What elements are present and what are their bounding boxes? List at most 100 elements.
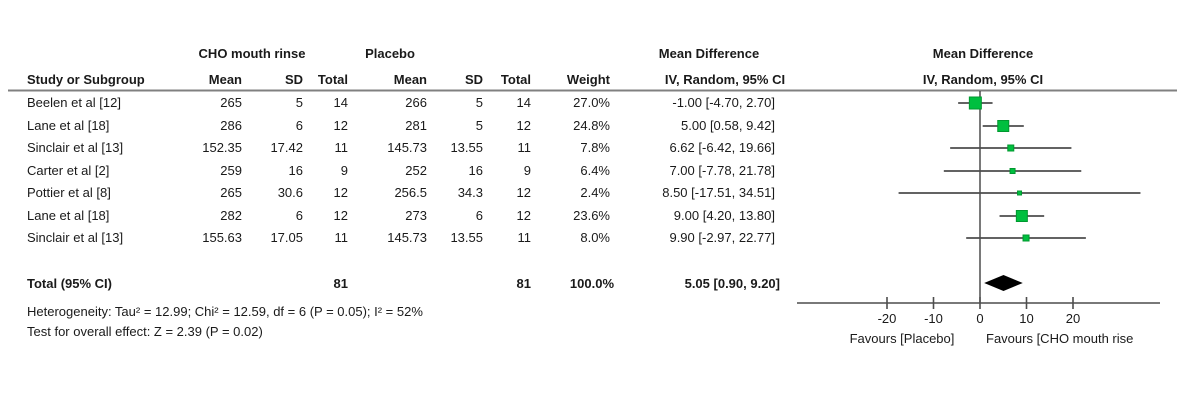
study-g1-mean: 155.63 bbox=[202, 230, 242, 245]
study-label: Lane et al [18] bbox=[27, 208, 110, 223]
study-g1-total: 11 bbox=[334, 230, 349, 245]
favours-right-label: Favours [CHO mouth rise bbox=[986, 331, 1134, 346]
total-diamond bbox=[984, 275, 1023, 291]
study-weight: 2.4% bbox=[580, 185, 610, 200]
total-g1-total: 81 bbox=[333, 276, 348, 291]
md-square-marker bbox=[1007, 144, 1015, 152]
g1-sd-header: SD bbox=[284, 72, 303, 87]
study-g2-mean: 145.73 bbox=[387, 140, 427, 155]
study-weight: 27.0% bbox=[573, 95, 610, 110]
study-g2-sd: 16 bbox=[468, 163, 483, 178]
study-g1-mean: 152.35 bbox=[202, 140, 242, 155]
study-ci-text: 8.50 [-17.51, 34.51] bbox=[662, 185, 775, 200]
study-g1-total: 12 bbox=[333, 185, 348, 200]
study-g1-mean: 259 bbox=[220, 163, 242, 178]
study-label: Beelen et al [12] bbox=[27, 95, 121, 110]
study-label: Pottier et al [8] bbox=[27, 185, 111, 200]
study-g2-mean: 256.5 bbox=[394, 185, 427, 200]
g2-mean-header: Mean bbox=[393, 72, 427, 87]
study-label: Lane et al [18] bbox=[27, 118, 110, 133]
study-g2-total: 12 bbox=[516, 118, 531, 133]
study-ci-text: 9.00 [4.20, 13.80] bbox=[673, 208, 775, 223]
study-g2-mean: 273 bbox=[405, 208, 427, 223]
axis-tick-label: -10 bbox=[924, 311, 943, 326]
study-g2-total: 12 bbox=[516, 208, 531, 223]
study-g2-mean: 252 bbox=[405, 163, 427, 178]
group2-header: Placebo bbox=[365, 46, 415, 61]
overall-effect-note: Test for overall effect: Z = 2.39 (P = 0… bbox=[27, 324, 263, 339]
study-ci-text: 6.62 [-6.42, 19.66] bbox=[669, 140, 775, 155]
heterogeneity-note: Heterogeneity: Tau² = 12.99; Chi² = 12.5… bbox=[27, 304, 423, 319]
study-g1-total: 12 bbox=[333, 208, 348, 223]
study-g2-sd: 34.3 bbox=[457, 185, 483, 200]
study-g2-mean: 281 bbox=[405, 118, 427, 133]
study-g1-sd: 5 bbox=[295, 95, 303, 110]
study-g2-mean: 145.73 bbox=[387, 230, 427, 245]
md-square-marker bbox=[1017, 190, 1023, 196]
study-g1-sd: 16 bbox=[288, 163, 303, 178]
study-label: Sinclair et al [13] bbox=[27, 230, 124, 245]
plot-ci-header: IV, Random, 95% CI bbox=[922, 72, 1044, 87]
study-g1-sd: 30.6 bbox=[277, 185, 303, 200]
study-label: Sinclair et al [13] bbox=[27, 140, 124, 155]
study-weight: 24.8% bbox=[573, 118, 610, 133]
study-g1-sd: 6 bbox=[295, 118, 303, 133]
study-g2-sd: 13.55 bbox=[450, 230, 483, 245]
total-g2-total: 81 bbox=[516, 276, 531, 291]
study-g2-total: 11 bbox=[517, 140, 532, 155]
study-g1-total: 11 bbox=[334, 140, 349, 155]
study-ci-text: -1.00 [-4.70, 2.70] bbox=[672, 95, 775, 110]
favours-left-label: Favours [Placebo] bbox=[849, 331, 955, 346]
md-square-marker bbox=[1009, 168, 1016, 174]
total-weight: 100.0% bbox=[569, 276, 614, 291]
study-g2-sd: 5 bbox=[475, 118, 483, 133]
study-column-header: Study or Subgroup bbox=[27, 72, 145, 87]
study-g2-sd: 13.55 bbox=[450, 140, 483, 155]
study-g2-sd: 6 bbox=[475, 208, 483, 223]
total-ci-text: 5.05 [0.90, 9.20] bbox=[684, 276, 780, 291]
study-ci-text: 5.00 [0.58, 9.42] bbox=[681, 118, 775, 133]
md-ci-header: IV, Random, 95% CI bbox=[664, 72, 786, 87]
study-g1-total: 14 bbox=[333, 95, 348, 110]
study-weight: 6.4% bbox=[580, 163, 610, 178]
md-column-header: Mean Difference bbox=[658, 46, 760, 61]
study-g1-mean: 265 bbox=[220, 95, 242, 110]
group1-header: CHO mouth rinse bbox=[198, 46, 306, 61]
md-square-marker bbox=[968, 96, 982, 110]
md-square-marker bbox=[1022, 234, 1030, 242]
study-weight: 23.6% bbox=[573, 208, 610, 223]
study-g2-total: 14 bbox=[516, 95, 531, 110]
study-g1-sd: 17.42 bbox=[270, 140, 303, 155]
study-ci-text: 9.90 [-2.97, 22.77] bbox=[669, 230, 775, 245]
study-ci-text: 7.00 [-7.78, 21.78] bbox=[669, 163, 775, 178]
axis-tick-label: -20 bbox=[877, 311, 897, 326]
weight-header: Weight bbox=[566, 72, 610, 87]
study-g1-total: 12 bbox=[333, 118, 348, 133]
study-g1-sd: 17.05 bbox=[270, 230, 303, 245]
g1-mean-header: Mean bbox=[208, 72, 242, 87]
g1-total-header: Total bbox=[317, 72, 348, 87]
study-g1-sd: 6 bbox=[295, 208, 303, 223]
study-weight: 7.8% bbox=[580, 140, 610, 155]
axis-tick-label: 0 bbox=[976, 311, 984, 326]
md-square-marker bbox=[1015, 210, 1028, 222]
axis-tick-label: 20 bbox=[1065, 311, 1081, 326]
study-g2-mean: 266 bbox=[405, 95, 427, 110]
study-g1-mean: 286 bbox=[220, 118, 242, 133]
md-square-marker bbox=[997, 120, 1010, 132]
g2-total-header: Total bbox=[500, 72, 531, 87]
study-g2-total: 11 bbox=[517, 230, 532, 245]
study-label: Carter et al [2] bbox=[27, 163, 110, 178]
study-g2-total: 12 bbox=[516, 185, 531, 200]
study-g1-total: 9 bbox=[340, 163, 348, 178]
plot-header: Mean Difference bbox=[932, 46, 1034, 61]
total-row-label: Total (95% CI) bbox=[27, 276, 112, 291]
g2-sd-header: SD bbox=[464, 72, 483, 87]
study-g1-mean: 282 bbox=[220, 208, 242, 223]
study-g2-total: 9 bbox=[523, 163, 531, 178]
study-weight: 8.0% bbox=[580, 230, 610, 245]
axis-tick-label: 10 bbox=[1019, 311, 1034, 326]
study-g2-sd: 5 bbox=[475, 95, 483, 110]
